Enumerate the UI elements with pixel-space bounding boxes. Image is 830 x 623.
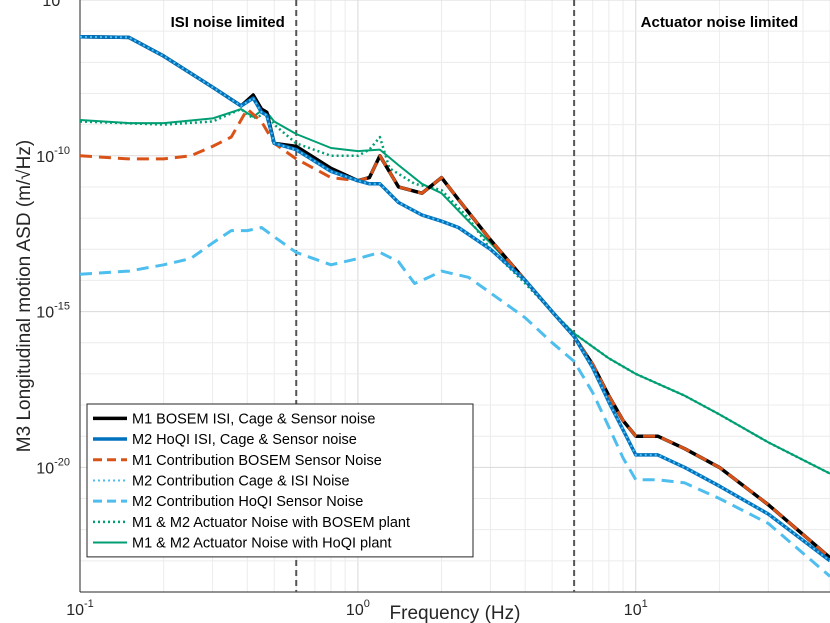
series-line-5: [79, 226, 830, 578]
series-line-7: [79, 108, 830, 475]
x-tick-label: 100: [346, 598, 370, 619]
legend-entry: M2 HoQI ISI, Cage & Sensor noise: [132, 432, 357, 448]
y-axis-label: M3 Longitudinal motion ASD (m/√Hz): [14, 140, 35, 452]
legend-entry: M1 & M2 Actuator Noise with HoQI plant: [132, 536, 392, 552]
y-tick-label: 10-20: [36, 456, 70, 477]
legend-box: [86, 403, 474, 558]
x-axis-label: Frequency (Hz): [390, 603, 521, 623]
series-line-4: [79, 35, 830, 562]
legend-entry: M1 BOSEM ISI, Cage & Sensor noise: [132, 411, 375, 427]
legend-entry: M1 Contribution BOSEM Sensor Noise: [132, 453, 382, 469]
legend-entry: M2 Contribution Cage & ISI Noise: [132, 473, 350, 489]
x-tick-label: 10-1: [66, 598, 94, 619]
legend-entry: M1 & M2 Actuator Noise with BOSEM plant: [132, 515, 410, 531]
legend-entry: M2 Contribution HoQI Sensor Noise: [132, 494, 363, 510]
series-lines: [79, 35, 830, 578]
legend: M1 BOSEM ISI, Cage & Sensor noise M2 HoQI…: [86, 403, 474, 558]
tick-labels: 10-1 100 101 10-5 10-10 10-15 10-20: [36, 0, 647, 619]
y-tick-label: 10-10: [36, 145, 70, 166]
x-tick-label: 101: [624, 598, 648, 619]
series-line-3: [79, 107, 830, 559]
annotations: ISI noise limited Actuator noise limited: [171, 14, 799, 31]
y-tick-label: 10-5: [42, 0, 70, 10]
y-tick-label: 10-15: [36, 301, 70, 322]
annotation-label: ISI noise limited: [171, 14, 285, 31]
annotation-label: Actuator noise limited: [641, 14, 799, 31]
